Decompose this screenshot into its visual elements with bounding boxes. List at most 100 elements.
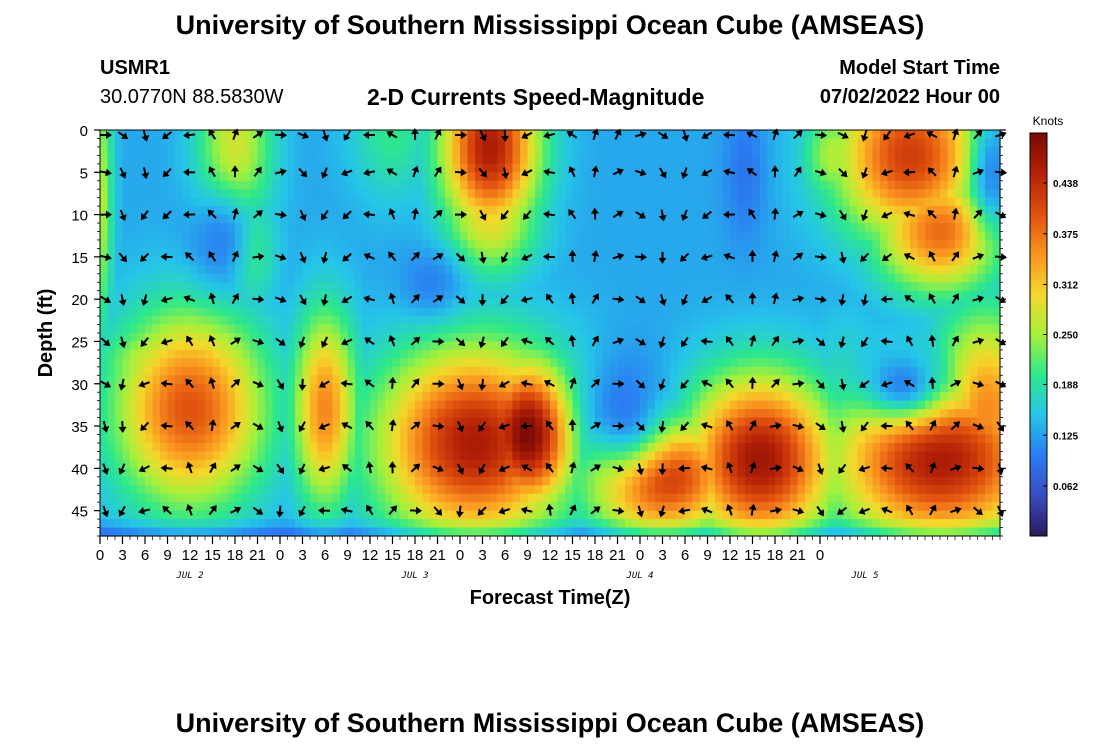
heatmap-cell — [467, 307, 476, 317]
heatmap-cell — [775, 417, 784, 427]
heatmap-cell — [805, 366, 814, 376]
heatmap-cell — [797, 366, 806, 376]
heatmap-cell — [137, 180, 146, 190]
heatmap-cell — [752, 307, 761, 317]
heatmap-cell — [475, 223, 484, 233]
heatmap-cell — [745, 468, 754, 478]
heatmap-cell — [422, 417, 431, 427]
heatmap-cell — [137, 375, 146, 385]
heatmap-cell — [317, 256, 326, 266]
heatmap-cell — [355, 502, 364, 512]
heatmap-cell — [625, 417, 634, 427]
heatmap-cell — [655, 248, 664, 258]
heatmap-cell — [827, 256, 836, 266]
heatmap-cell — [557, 527, 566, 537]
heatmap-cell — [812, 214, 821, 224]
heatmap-cell — [580, 189, 589, 199]
heatmap-cell — [235, 400, 244, 410]
heatmap-cell — [100, 510, 109, 520]
heatmap-cell — [782, 146, 791, 156]
heatmap-cell — [737, 341, 746, 351]
heatmap-cell — [400, 256, 409, 266]
heatmap-cell — [527, 256, 536, 266]
heatmap-cell — [610, 324, 619, 334]
heatmap-cell — [205, 138, 214, 148]
heatmap-cell — [137, 510, 146, 520]
heatmap-cell — [505, 172, 514, 182]
heatmap-cell — [287, 172, 296, 182]
heatmap-cell — [340, 434, 349, 444]
heatmap-cell — [377, 375, 386, 385]
heatmap-cell — [677, 358, 686, 368]
heatmap-cell — [632, 409, 641, 419]
heatmap-cell — [235, 248, 244, 258]
heatmap-cell — [475, 366, 484, 376]
heatmap-cell — [512, 468, 521, 478]
heatmap-cell — [805, 290, 814, 300]
heatmap-cell — [662, 299, 671, 309]
heatmap-cell — [347, 375, 356, 385]
heatmap-cell — [100, 307, 109, 317]
heatmap-cell — [715, 392, 724, 402]
heatmap-cell — [557, 231, 566, 241]
heatmap-cell — [572, 214, 581, 224]
heatmap-cell — [100, 206, 109, 216]
heatmap-cell — [497, 527, 506, 537]
heatmap-cell — [175, 197, 184, 207]
heatmap-cell — [190, 299, 199, 309]
heatmap-cell — [632, 223, 641, 233]
heatmap-cell — [617, 231, 626, 241]
heatmap-cell — [422, 510, 431, 520]
heatmap-cell — [295, 349, 304, 359]
heatmap-cell — [272, 451, 281, 461]
heatmap-cell — [332, 451, 341, 461]
heatmap-cell — [752, 146, 761, 156]
heatmap-cell — [182, 451, 191, 461]
heatmap-cell — [100, 426, 109, 436]
heatmap-cell — [700, 476, 709, 486]
heatmap-cell — [340, 375, 349, 385]
heatmap-cell — [100, 163, 109, 173]
heatmap-cell — [362, 366, 371, 376]
heatmap-cell — [152, 265, 161, 275]
heatmap-cell — [310, 265, 319, 275]
heatmap-cell — [745, 502, 754, 512]
heatmap-cell — [332, 493, 341, 503]
heatmap-cell — [655, 206, 664, 216]
heatmap-cell — [347, 282, 356, 292]
heatmap-cell — [610, 383, 619, 393]
heatmap-cell — [130, 282, 139, 292]
heatmap-cell — [857, 316, 866, 326]
heatmap-cell — [872, 316, 881, 326]
heatmap-cell — [587, 392, 596, 402]
heatmap-cell — [347, 172, 356, 182]
heatmap-cell — [385, 442, 394, 453]
heatmap-cell — [655, 485, 664, 495]
heatmap-cell — [767, 349, 776, 359]
heatmap-cell — [265, 180, 274, 190]
heatmap-cell — [580, 130, 589, 140]
heatmap-cell — [167, 459, 176, 469]
heatmap-cell — [692, 476, 701, 486]
heatmap-cell — [647, 358, 656, 368]
heatmap-cell — [242, 324, 251, 334]
heatmap-cell — [670, 172, 679, 182]
heatmap-cell — [287, 138, 296, 148]
heatmap-cell — [587, 400, 596, 410]
heatmap-cell — [475, 493, 484, 503]
heatmap-cell — [347, 400, 356, 410]
heatmap-cell — [257, 299, 266, 309]
heatmap-cell — [782, 273, 791, 283]
heatmap-cell — [632, 197, 641, 207]
heatmap-cell — [662, 333, 671, 343]
heatmap-cell — [557, 468, 566, 478]
heatmap-cell — [137, 146, 146, 156]
heatmap-cell — [715, 485, 724, 495]
heatmap-cell — [677, 527, 686, 537]
heatmap-cell — [167, 239, 176, 250]
heatmap-cell — [640, 273, 649, 283]
heatmap-cell — [640, 392, 649, 402]
heatmap-cell — [175, 239, 184, 250]
heatmap-cell — [872, 510, 881, 520]
heatmap-cell — [497, 307, 506, 317]
